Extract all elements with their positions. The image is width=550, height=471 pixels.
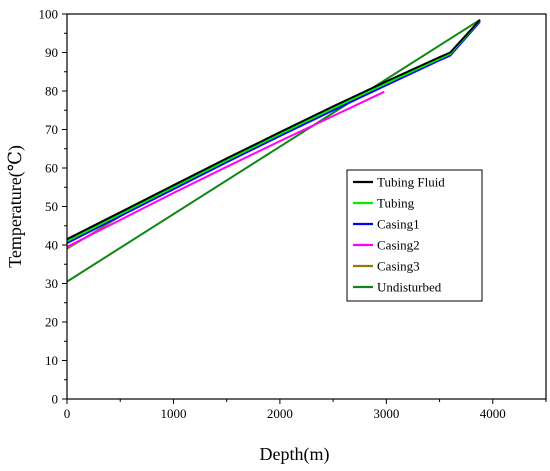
y-tick-label: 30 bbox=[45, 276, 58, 291]
series-line-tubing-fluid bbox=[66, 19, 481, 241]
y-tick-label: 10 bbox=[45, 353, 58, 368]
legend-label: Tubing Fluid bbox=[377, 175, 445, 190]
plot-area bbox=[66, 18, 481, 283]
y-tick-label: 20 bbox=[45, 315, 58, 330]
series-line-undisturbed bbox=[66, 18, 481, 283]
legend: Tubing Fluid Tubing Casing1 Casing2 Casing3 U… bbox=[346, 169, 483, 302]
y-tick-label: 70 bbox=[45, 122, 58, 137]
legend-label: Tubing bbox=[377, 196, 415, 211]
y-tick-label: 40 bbox=[45, 238, 58, 253]
series-line-tubing bbox=[66, 19, 481, 243]
x-tick-label: 1000 bbox=[160, 406, 186, 421]
y-axis-title: Temperature(℃) bbox=[5, 145, 26, 268]
y-tick-label: 0 bbox=[52, 392, 59, 407]
x-axis-title: Depth(m) bbox=[260, 444, 330, 465]
axes: 0 1000 2000 3000 4000 0 10 20 30 40 50 60 70 80 90 100 bbox=[39, 7, 547, 421]
legend-label: Casing2 bbox=[377, 238, 420, 253]
y-tick-label: 80 bbox=[45, 84, 58, 99]
x-tick-label: 2000 bbox=[267, 406, 293, 421]
y-tick-label: 100 bbox=[39, 7, 59, 22]
y-tick-label: 90 bbox=[45, 45, 58, 60]
series-line-casing1 bbox=[66, 21, 481, 244]
legend-label: Undisturbed bbox=[377, 280, 442, 295]
x-tick-label: 0 bbox=[64, 406, 71, 421]
legend-box bbox=[346, 169, 483, 302]
x-tick-label: 4000 bbox=[480, 406, 506, 421]
series-line-casing2 bbox=[66, 90, 385, 248]
y-tick-label: 60 bbox=[45, 161, 58, 176]
y-tick-label: 50 bbox=[45, 199, 58, 214]
legend-label: Casing1 bbox=[377, 217, 420, 232]
x-tick-label: 3000 bbox=[373, 406, 399, 421]
legend-label: Casing3 bbox=[377, 259, 420, 274]
